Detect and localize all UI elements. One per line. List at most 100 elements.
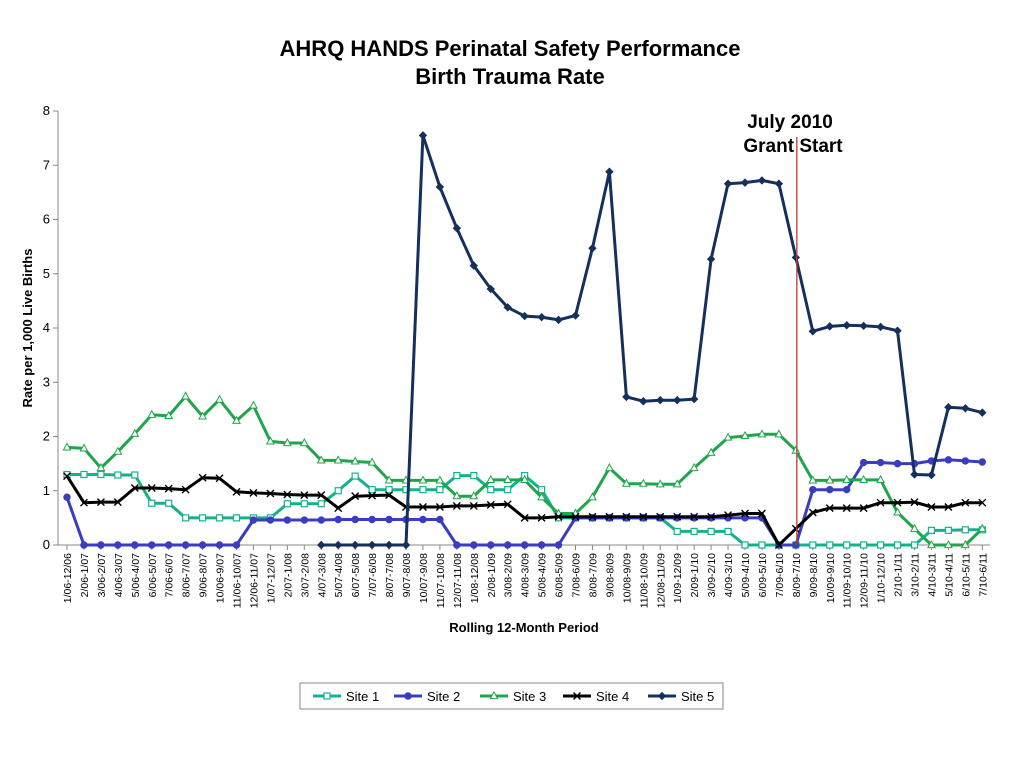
data-point-site-3 xyxy=(164,410,174,419)
data-point-site-1 xyxy=(334,487,342,495)
data-point-site-4 xyxy=(147,484,156,493)
data-point-site-2 xyxy=(232,541,241,549)
data-point-site-1 xyxy=(910,541,919,549)
data-point-site-1 xyxy=(860,541,868,549)
data-point-site-1 xyxy=(673,527,681,536)
data-point-site-2 xyxy=(368,515,376,524)
data-point-site-5 xyxy=(944,402,953,412)
x-tick-label: 5/10-4/11 xyxy=(943,553,955,597)
legend-item-site-5: Site 5 xyxy=(648,689,714,704)
x-tick-label: 6/06-5/07 xyxy=(147,553,159,598)
x-tick-label: 6/09-5/10 xyxy=(757,553,769,598)
x-tick-label: 12/06-11/07 xyxy=(248,553,260,608)
data-point-site-1 xyxy=(199,514,207,522)
data-point-site-1 xyxy=(690,527,698,536)
data-point-site-4 xyxy=(181,485,190,494)
data-point-site-1 xyxy=(80,470,88,479)
data-point-site-4 xyxy=(385,491,394,500)
x-tick-label: 2/10-1/11 xyxy=(893,553,905,597)
data-point-site-5 xyxy=(876,322,885,332)
data-point-site-4 xyxy=(215,474,224,483)
x-tick-label: 1/09-12/09 xyxy=(672,553,684,603)
data-point-site-3 xyxy=(537,492,547,501)
data-point-site-4 xyxy=(232,487,241,496)
data-point-site-4 xyxy=(893,498,902,507)
x-tick-label: 5/07-4/08 xyxy=(333,553,345,598)
data-point-site-5 xyxy=(418,131,428,140)
x-tick-label: 12/07-11/08 xyxy=(452,553,464,608)
data-point-site-5 xyxy=(689,394,699,404)
data-point-site-1 xyxy=(131,471,139,479)
data-point-site-3 xyxy=(689,462,699,472)
data-point-site-1 xyxy=(843,541,851,549)
data-point-site-3 xyxy=(181,391,191,400)
data-point-site-2 xyxy=(131,541,139,549)
y-axis-title: Rate per 1,000 Live Births xyxy=(20,249,35,408)
legend-item-site-4: Site 4 xyxy=(563,689,629,704)
data-point-site-1 xyxy=(232,514,241,522)
data-point-site-5 xyxy=(723,179,733,188)
x-tick-label: 10/08-9/09 xyxy=(621,553,633,603)
x-tick-label: 6/10-5/11 xyxy=(960,553,972,597)
data-point-site-2 xyxy=(504,541,512,549)
data-point-site-4 xyxy=(741,509,749,518)
data-point-site-1 xyxy=(351,472,359,480)
data-point-site-3 xyxy=(113,446,123,455)
data-point-site-3 xyxy=(621,478,631,487)
data-point-site-2 xyxy=(453,541,461,549)
data-point-site-5 xyxy=(791,253,801,262)
data-point-site-3 xyxy=(299,437,309,447)
series-site-3 xyxy=(62,391,987,549)
x-tick-label: 12/08-11/09 xyxy=(655,553,667,608)
y-tick-label: 3 xyxy=(43,374,50,389)
x-tick-label: 4/06-3/07 xyxy=(113,553,125,598)
data-point-site-3 xyxy=(910,523,919,532)
data-point-site-2 xyxy=(876,458,885,467)
data-point-site-5 xyxy=(978,408,987,417)
legend-item-site-1: Site 1 xyxy=(313,689,379,704)
data-point-site-3 xyxy=(706,447,716,456)
data-point-site-2 xyxy=(792,541,800,549)
data-point-site-2 xyxy=(537,541,546,549)
data-point-site-1 xyxy=(487,486,495,494)
y-tick-label: 7 xyxy=(43,157,50,172)
data-point-site-5 xyxy=(503,303,512,312)
data-point-site-5 xyxy=(740,178,750,187)
data-point-site-1 xyxy=(809,541,817,549)
data-point-site-4 xyxy=(571,512,580,521)
data-point-site-4 xyxy=(707,512,716,521)
data-point-site-3 xyxy=(740,430,750,440)
data-point-site-3 xyxy=(265,436,275,445)
data-point-site-5 xyxy=(605,167,614,176)
data-point-site-3 xyxy=(147,409,157,418)
legend-label: Site 4 xyxy=(596,689,629,704)
data-point-site-4 xyxy=(944,503,953,512)
data-point-site-5 xyxy=(757,176,767,185)
data-point-site-3 xyxy=(774,429,784,438)
x-tick-label: 11/06-10/07 xyxy=(232,553,244,608)
x-tick-label: 11/09-10/10 xyxy=(842,553,854,608)
x-tick-label: 8/07-7/08 xyxy=(384,553,396,598)
x-tick-label: 2/08-1/09 xyxy=(486,553,498,598)
data-point-site-2 xyxy=(148,541,156,549)
data-point-site-3 xyxy=(418,475,428,484)
data-point-site-3 xyxy=(825,475,835,484)
x-tick-label: 2/06-1/07 xyxy=(79,553,91,598)
legend-label: Site 3 xyxy=(513,689,546,704)
data-point-site-2 xyxy=(165,541,173,549)
data-point-site-4 xyxy=(130,484,139,493)
data-point-site-1 xyxy=(368,486,376,494)
data-point-site-4 xyxy=(791,524,800,533)
x-tick-label: 7/09-6/10 xyxy=(774,553,786,598)
data-point-site-3 xyxy=(79,443,89,452)
legend-item-site-3: Site 3 xyxy=(480,689,546,704)
data-point-site-5 xyxy=(435,182,445,192)
data-point-site-2 xyxy=(300,516,308,524)
data-point-site-1 xyxy=(470,471,478,480)
data-point-site-3 xyxy=(943,539,953,549)
data-point-site-4 xyxy=(927,503,936,512)
x-tick-label: 5/09-4/10 xyxy=(740,553,752,598)
legend-marker xyxy=(573,692,581,700)
data-point-site-3 xyxy=(655,479,665,488)
